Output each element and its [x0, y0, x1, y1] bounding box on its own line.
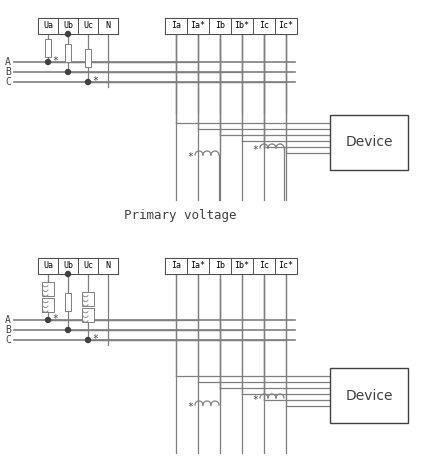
Text: Ia: Ia [171, 261, 181, 270]
Text: A: A [5, 57, 11, 67]
Text: *: * [52, 314, 58, 324]
Text: C: C [5, 77, 11, 87]
Bar [38, 18, 118, 34]
Text: Ib*: Ib* [234, 261, 250, 270]
Text: Device: Device [345, 389, 393, 403]
Bar [58, 258, 78, 274]
Circle shape [66, 70, 70, 74]
Text: C: C [5, 335, 11, 345]
Bar [82, 292, 94, 306]
Text: N: N [105, 22, 111, 31]
Text: Ia*: Ia* [191, 22, 206, 31]
Text: B: B [5, 67, 11, 77]
Bar [275, 18, 297, 34]
Text: Ia*: Ia* [191, 261, 206, 270]
Text: Ic: Ic [259, 261, 269, 270]
Bar [231, 18, 253, 34]
Text: Ic*: Ic* [279, 22, 293, 31]
Circle shape [46, 317, 50, 323]
Bar [165, 258, 297, 274]
Bar [165, 258, 187, 274]
Text: Uc: Uc [83, 261, 93, 270]
Circle shape [66, 327, 70, 333]
Text: Ic: Ic [259, 22, 269, 31]
Bar [98, 18, 118, 34]
Circle shape [66, 32, 70, 36]
Bar [187, 18, 209, 34]
Text: Device: Device [345, 136, 393, 149]
Bar [38, 18, 58, 34]
Text: Ua: Ua [43, 22, 53, 31]
Bar [231, 258, 253, 274]
Bar [78, 258, 98, 274]
Text: Primary voltage: Primary voltage [124, 209, 236, 221]
Bar [45, 39, 51, 57]
Bar [330, 115, 408, 170]
Text: *: * [92, 334, 98, 344]
Bar [38, 258, 118, 274]
Text: *: * [187, 402, 193, 412]
Bar [42, 282, 54, 296]
Text: Ib: Ib [215, 261, 225, 270]
Text: Ub: Ub [63, 261, 73, 270]
Text: *: * [252, 395, 258, 405]
Text: *: * [52, 56, 58, 66]
Bar [58, 18, 78, 34]
Bar [275, 258, 297, 274]
Text: *: * [187, 152, 193, 162]
Circle shape [85, 80, 91, 84]
Bar [65, 44, 71, 62]
Text: *: * [92, 76, 98, 86]
Bar [78, 18, 98, 34]
Text: Uc: Uc [83, 22, 93, 31]
Bar [209, 18, 231, 34]
Bar [85, 49, 91, 67]
Bar [82, 308, 94, 322]
Bar [253, 258, 275, 274]
Text: B: B [5, 325, 11, 335]
Bar [187, 258, 209, 274]
Circle shape [46, 59, 50, 65]
Bar [209, 258, 231, 274]
Text: Ic*: Ic* [279, 261, 293, 270]
Text: N: N [105, 261, 111, 270]
Text: Ia: Ia [171, 22, 181, 31]
Text: A: A [5, 315, 11, 325]
Text: *: * [252, 145, 258, 155]
Circle shape [66, 271, 70, 276]
Text: Ub: Ub [63, 22, 73, 31]
Bar [65, 293, 71, 311]
Bar [165, 18, 297, 34]
Circle shape [85, 338, 91, 342]
Bar [330, 368, 408, 423]
Text: Ua: Ua [43, 261, 53, 270]
Bar [253, 18, 275, 34]
Bar [165, 18, 187, 34]
Bar [42, 298, 54, 312]
Text: Ib*: Ib* [234, 22, 250, 31]
Text: Ib: Ib [215, 22, 225, 31]
Bar [98, 258, 118, 274]
Bar [38, 258, 58, 274]
